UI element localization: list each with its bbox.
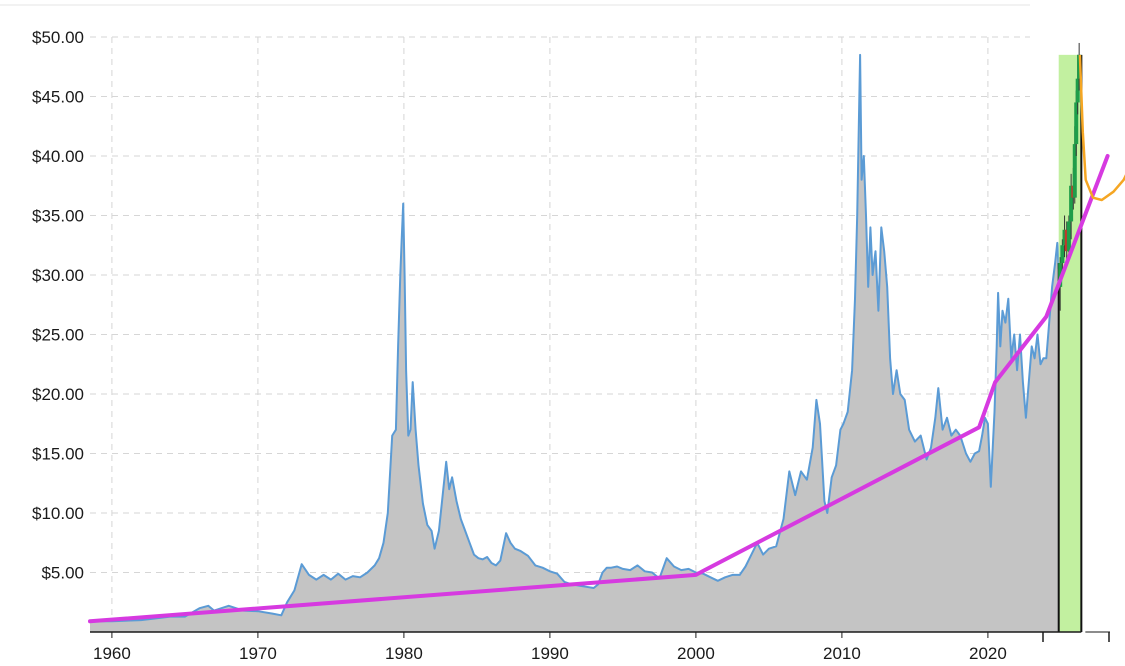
projection-curve — [1078, 54, 1125, 202]
y-tick-label: $10.00 — [32, 504, 84, 523]
candle-body — [1074, 102, 1079, 145]
x-tick-label: 1980 — [385, 644, 423, 663]
axes — [90, 631, 1110, 642]
x-tick-label: 1970 — [239, 644, 277, 663]
trend-series — [88, 54, 1125, 624]
x-axis-ticks: 1960 1970 1980 1990 2000 2010 2020 — [93, 644, 1007, 663]
candles — [1058, 42, 1082, 311]
candle-body — [1060, 245, 1065, 264]
candle-body — [1072, 144, 1077, 198]
x-tick-label: 1960 — [93, 644, 131, 663]
projection-zone-fill — [1058, 54, 1082, 633]
y-tick-label: $40.00 — [32, 147, 84, 166]
candle-body — [1069, 185, 1074, 222]
candle-body — [1064, 229, 1069, 252]
price-series — [89, 53, 1060, 632]
x-tick-label: 1990 — [531, 644, 569, 663]
x-tick-label: 2020 — [969, 644, 1007, 663]
price-area — [90, 54, 1059, 632]
y-tick-label: $20.00 — [32, 385, 84, 404]
x-tick-label: 2000 — [677, 644, 715, 663]
y-tick-label: $25.00 — [32, 326, 84, 345]
candle-body — [1075, 78, 1080, 103]
trend-line — [88, 154, 1110, 624]
y-tick-label: $15.00 — [32, 445, 84, 464]
y-tick-label: $30.00 — [32, 266, 84, 285]
y-tick-label: $45.00 — [32, 88, 84, 107]
projection-zone — [1057, 54, 1083, 633]
y-tick-label: $5.00 — [41, 564, 84, 583]
y-tick-label: $35.00 — [32, 207, 84, 226]
y-tick-label: $50.00 — [32, 28, 84, 47]
x-tick-label: 2010 — [823, 644, 861, 663]
price-line — [89, 53, 1060, 623]
candle-body — [1066, 221, 1071, 252]
y-axis-ticks: $5.00 $10.00 $15.00 $20.00 $25.00 $30.00 $35.0… — [32, 28, 84, 583]
candle-body — [1062, 229, 1067, 246]
